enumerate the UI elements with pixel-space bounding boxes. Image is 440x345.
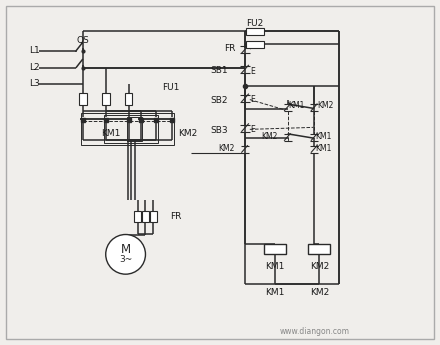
Text: 3~: 3~ xyxy=(119,255,132,264)
Bar xyxy=(246,41,264,48)
Bar xyxy=(246,28,264,34)
Text: L1: L1 xyxy=(29,47,40,56)
Text: KM1: KM1 xyxy=(315,132,331,141)
Text: E: E xyxy=(250,95,255,104)
Bar xyxy=(81,114,174,145)
Bar xyxy=(127,117,143,141)
Text: KM2: KM2 xyxy=(310,262,329,271)
Text: SB1: SB1 xyxy=(210,66,228,75)
Bar xyxy=(308,244,330,254)
Text: KM1: KM1 xyxy=(265,287,284,297)
Bar xyxy=(104,116,158,143)
Text: KM2: KM2 xyxy=(317,101,334,110)
Text: KM1: KM1 xyxy=(265,262,284,271)
Text: L3: L3 xyxy=(29,79,40,88)
Text: KM2: KM2 xyxy=(178,129,198,138)
Text: QS: QS xyxy=(77,36,89,45)
Text: KM1: KM1 xyxy=(315,144,331,153)
Text: SB2: SB2 xyxy=(210,96,228,105)
Bar xyxy=(264,244,286,254)
Bar xyxy=(150,211,157,222)
Text: FU1: FU1 xyxy=(162,83,180,92)
Bar xyxy=(142,211,149,222)
Bar xyxy=(125,93,132,105)
Text: E: E xyxy=(250,125,255,134)
Text: FU2: FU2 xyxy=(246,19,264,28)
Text: KM1: KM1 xyxy=(101,129,120,138)
Text: FR: FR xyxy=(224,43,236,52)
Text: M: M xyxy=(121,243,131,256)
Circle shape xyxy=(106,235,146,274)
Text: KM2: KM2 xyxy=(219,144,235,153)
Text: KM1: KM1 xyxy=(288,101,305,110)
Bar xyxy=(79,93,87,105)
Bar xyxy=(102,93,110,105)
Text: KM2: KM2 xyxy=(310,287,329,297)
Bar xyxy=(134,211,141,222)
Text: SB3: SB3 xyxy=(210,126,228,135)
Text: E: E xyxy=(250,67,255,76)
Text: KM2: KM2 xyxy=(261,132,278,141)
Text: FR: FR xyxy=(170,212,182,221)
Text: www.diangon.com: www.diangon.com xyxy=(279,327,349,336)
Text: L2: L2 xyxy=(29,63,40,72)
